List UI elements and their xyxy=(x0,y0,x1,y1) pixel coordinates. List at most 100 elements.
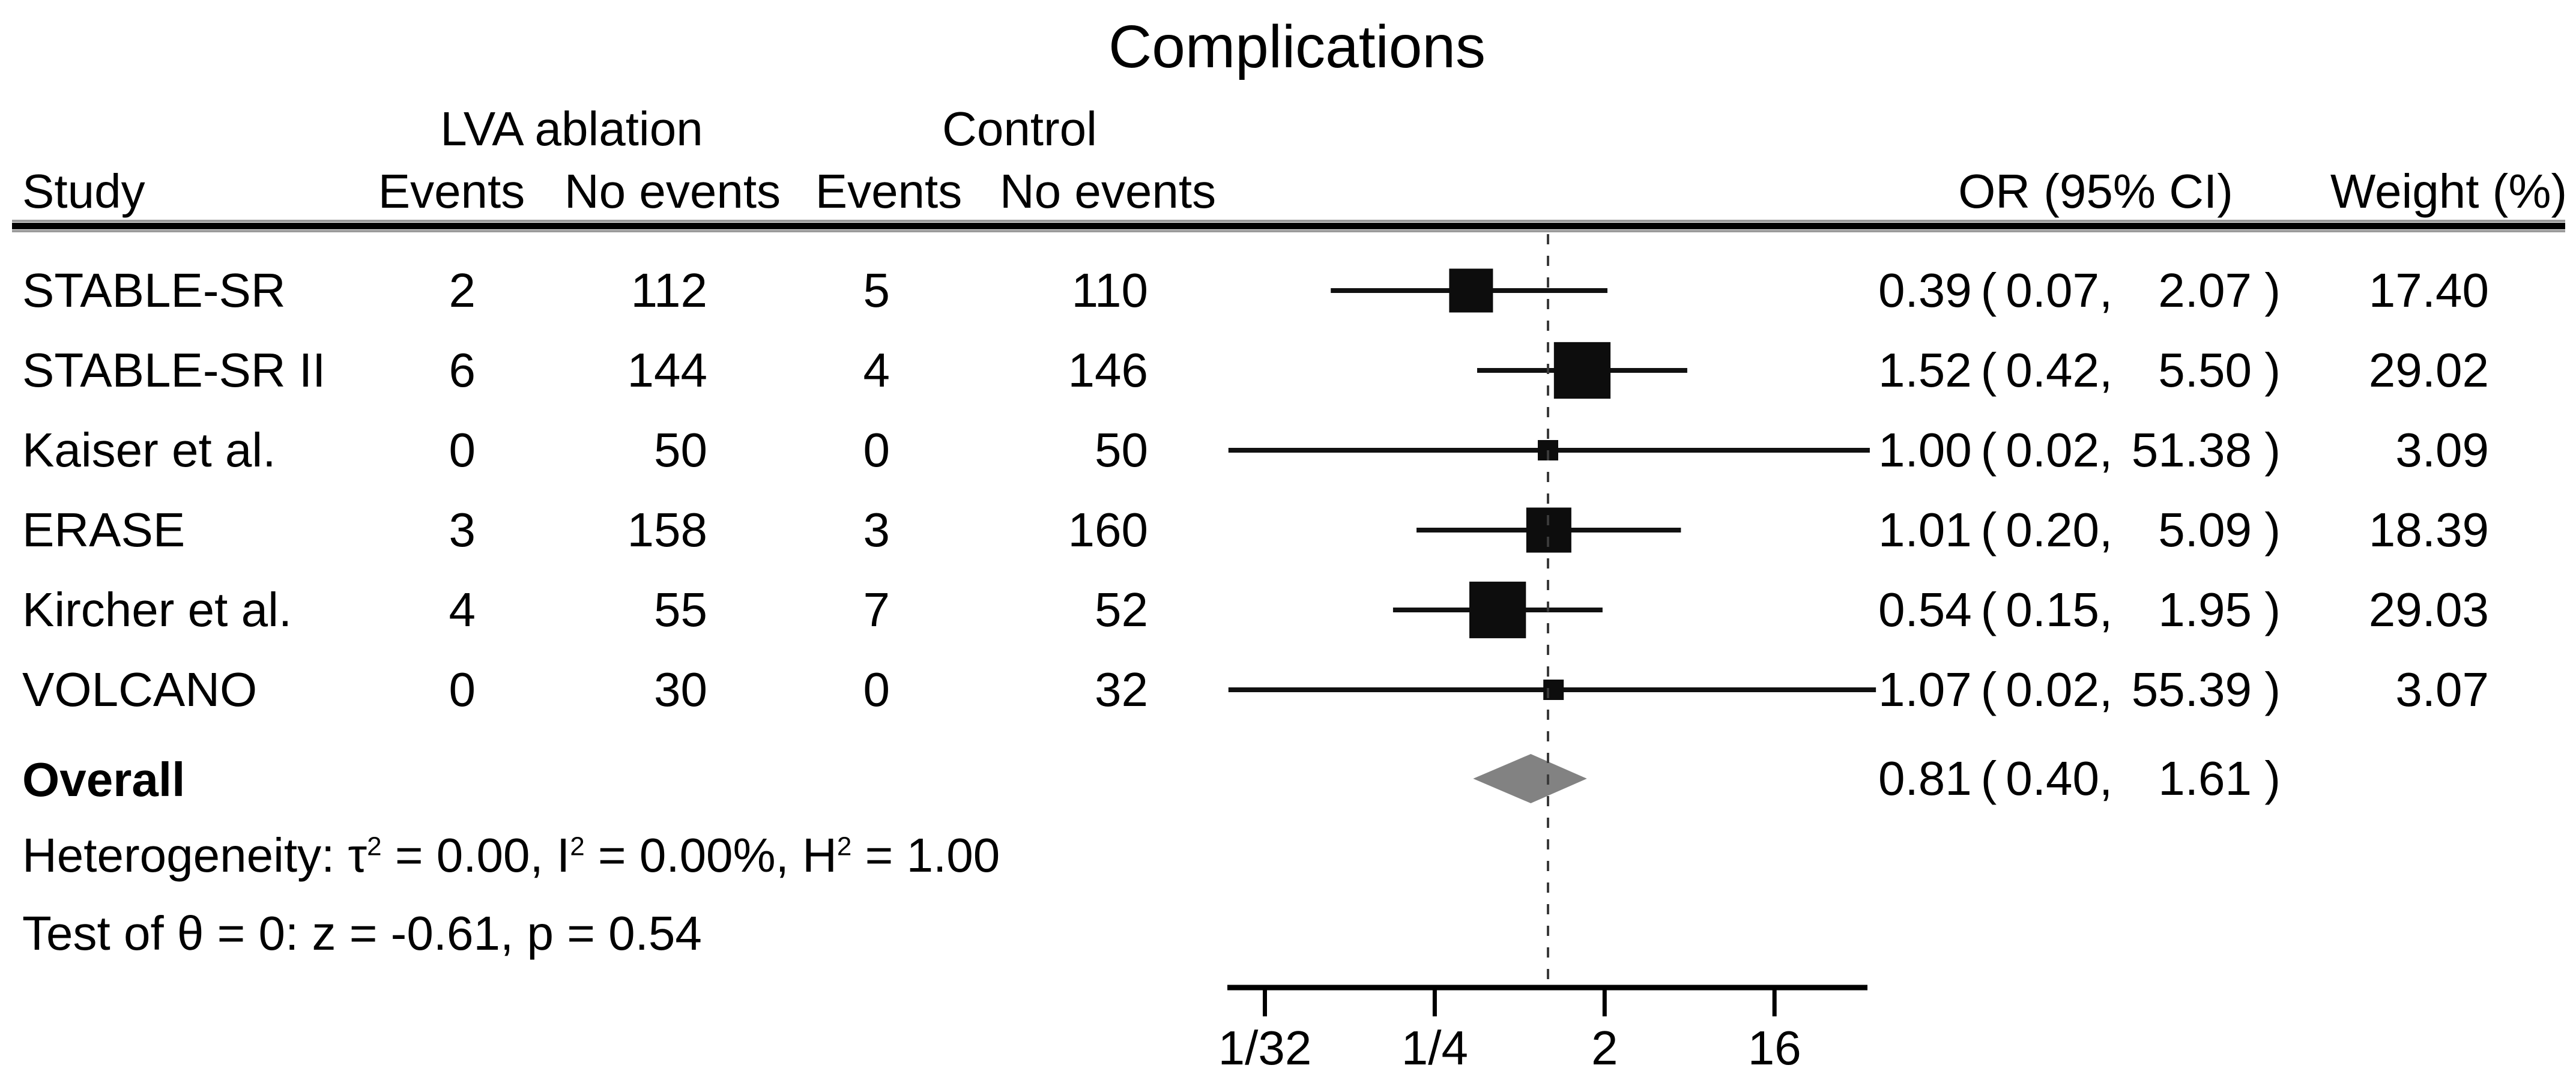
treatment-events-cell: 0 xyxy=(449,423,476,477)
overall-label: Overall xyxy=(22,753,186,806)
events-col-header-treatment: Events xyxy=(378,164,525,218)
treatment-events-cell: 0 xyxy=(449,663,476,716)
comma: , xyxy=(2099,752,2113,805)
control-events-cell: 5 xyxy=(863,264,890,317)
or-ci-col-header: OR (95% CI) xyxy=(1958,164,2233,218)
or-value: 0.39 xyxy=(1878,264,1972,317)
heterogeneity-text: Heterogeneity: τ xyxy=(22,828,367,882)
treatment-noevents-cell: 112 xyxy=(630,264,707,317)
header-rule-halo xyxy=(12,220,2565,222)
header-rule xyxy=(12,223,2565,229)
comma: , xyxy=(2099,264,2113,317)
control-events-cell: 0 xyxy=(863,663,890,716)
or-box xyxy=(1553,342,1611,399)
or-box xyxy=(1449,268,1493,313)
or-value: 1.07 xyxy=(1878,663,1972,716)
weight-cell: 17.40 xyxy=(2368,264,2489,317)
control-events-cell: 7 xyxy=(863,583,890,636)
paren-close: ) xyxy=(2264,752,2281,805)
or-value: 0.54 xyxy=(1878,583,1972,636)
control-noevents-cell: 50 xyxy=(1095,423,1148,477)
treatment-noevents-cell: 50 xyxy=(654,423,707,477)
treatment-events-cell: 4 xyxy=(449,583,476,636)
ci-low-value: 0.15 xyxy=(2006,583,2099,636)
header-rule-halo-bottom xyxy=(12,230,2565,232)
heterogeneity-note: Heterogeneity: τ2 = 0.00, I2 = 0.00%, H2… xyxy=(22,828,1000,882)
noevents-col-header-treatment: No events xyxy=(564,164,781,218)
heterogeneity-text: = 0.00, I xyxy=(381,828,570,882)
comma: , xyxy=(2099,423,2113,477)
comma: , xyxy=(2099,583,2113,636)
control-events-cell: 4 xyxy=(863,343,890,397)
treatment-events-cell: 2 xyxy=(449,264,476,317)
paren-open: ( xyxy=(1980,583,1997,636)
or-ci-cell: 1.01(0.20, 5.09) xyxy=(1878,503,2281,557)
or-value: 1.00 xyxy=(1878,423,1972,477)
ci-high-value: 2.07 xyxy=(2158,264,2252,317)
page-title: Complications xyxy=(1108,13,1486,80)
superscript-2: 2 xyxy=(367,831,382,861)
ci-high-value: 5.09 xyxy=(2158,503,2252,557)
or-ci-cell: 0.39(0.07, 2.07) xyxy=(1878,264,2281,318)
paren-close: ) xyxy=(2264,423,2281,477)
comma: , xyxy=(2099,503,2113,557)
paren-close: ) xyxy=(2264,663,2281,716)
treatment-group-header: LVA ablation xyxy=(440,102,703,155)
treatment-noevents-cell: 30 xyxy=(654,663,707,716)
weight-cell: 18.39 xyxy=(2368,503,2489,557)
paren-open: ( xyxy=(1980,264,1997,317)
noevents-col-header-control: No events xyxy=(999,164,1217,218)
weight-cell: 29.02 xyxy=(2368,343,2489,397)
paren-open: ( xyxy=(1980,423,1997,477)
or-ci-cell: 0.81(0.40, 1.61) xyxy=(1878,752,2281,806)
or-box xyxy=(1543,680,1564,700)
study-name: VOLCANO xyxy=(22,663,258,716)
x-axis-tick-label: 1/32 xyxy=(1218,1021,1312,1075)
or-value: 1.52 xyxy=(1878,343,1972,397)
ci-high-value: 1.95 xyxy=(2158,583,2252,636)
x-axis-tick-label: 1/4 xyxy=(1401,1021,1468,1075)
or-ci-cell: 1.52(0.42, 5.50) xyxy=(1878,343,2281,397)
heterogeneity-text: = 1.00 xyxy=(851,828,1000,882)
x-axis-tick-label: 2 xyxy=(1591,1021,1618,1075)
overall-diamond xyxy=(1473,754,1587,803)
or-value: 1.01 xyxy=(1878,503,1972,557)
ci-low-value: 0.42 xyxy=(2006,343,2099,397)
treatment-noevents-cell: 55 xyxy=(654,583,707,636)
weight-cell: 3.09 xyxy=(2395,423,2489,477)
weight-cell: 29.03 xyxy=(2368,583,2489,636)
study-name: Kircher et al. xyxy=(22,583,292,636)
ci-high-value: 5.50 xyxy=(2158,343,2252,397)
superscript-2: 2 xyxy=(570,831,585,861)
control-events-cell: 0 xyxy=(863,423,890,477)
control-noevents-cell: 160 xyxy=(1068,503,1148,557)
ci-high-value: 51.38 xyxy=(2131,423,2252,477)
or-ci-cell: 1.00(0.02, 51.38) xyxy=(1878,423,2281,477)
paren-close: ) xyxy=(2264,583,2281,636)
paren-open: ( xyxy=(1980,663,1997,716)
control-noevents-cell: 52 xyxy=(1095,583,1148,636)
paren-open: ( xyxy=(1980,503,1997,557)
treatment-noevents-cell: 144 xyxy=(627,343,707,397)
treatment-events-cell: 6 xyxy=(449,343,476,397)
control-group-header: Control xyxy=(942,102,1097,155)
heterogeneity-text: = 0.00%, H xyxy=(584,828,837,882)
treatment-noevents-cell: 158 xyxy=(627,503,707,557)
study-name: Kaiser et al. xyxy=(22,423,276,477)
comma: , xyxy=(2099,343,2113,397)
or-ci-cell: 0.54(0.15, 1.95) xyxy=(1878,583,2281,637)
control-noevents-cell: 32 xyxy=(1095,663,1148,716)
control-noevents-cell: 110 xyxy=(1071,264,1148,317)
theta-test-note: Test of θ = 0: z = -0.61, p = 0.54 xyxy=(22,907,702,960)
treatment-events-cell: 3 xyxy=(449,503,476,557)
paren-close: ) xyxy=(2264,503,2281,557)
paren-open: ( xyxy=(1980,343,1997,397)
ci-low-value: 0.40 xyxy=(2006,752,2099,805)
or-value: 0.81 xyxy=(1878,752,1972,805)
events-col-header-control: Events xyxy=(815,164,963,218)
x-axis-tick-label: 16 xyxy=(1748,1021,1801,1075)
or-box xyxy=(1469,581,1526,639)
ci-low-value: 0.02 xyxy=(2006,663,2099,716)
